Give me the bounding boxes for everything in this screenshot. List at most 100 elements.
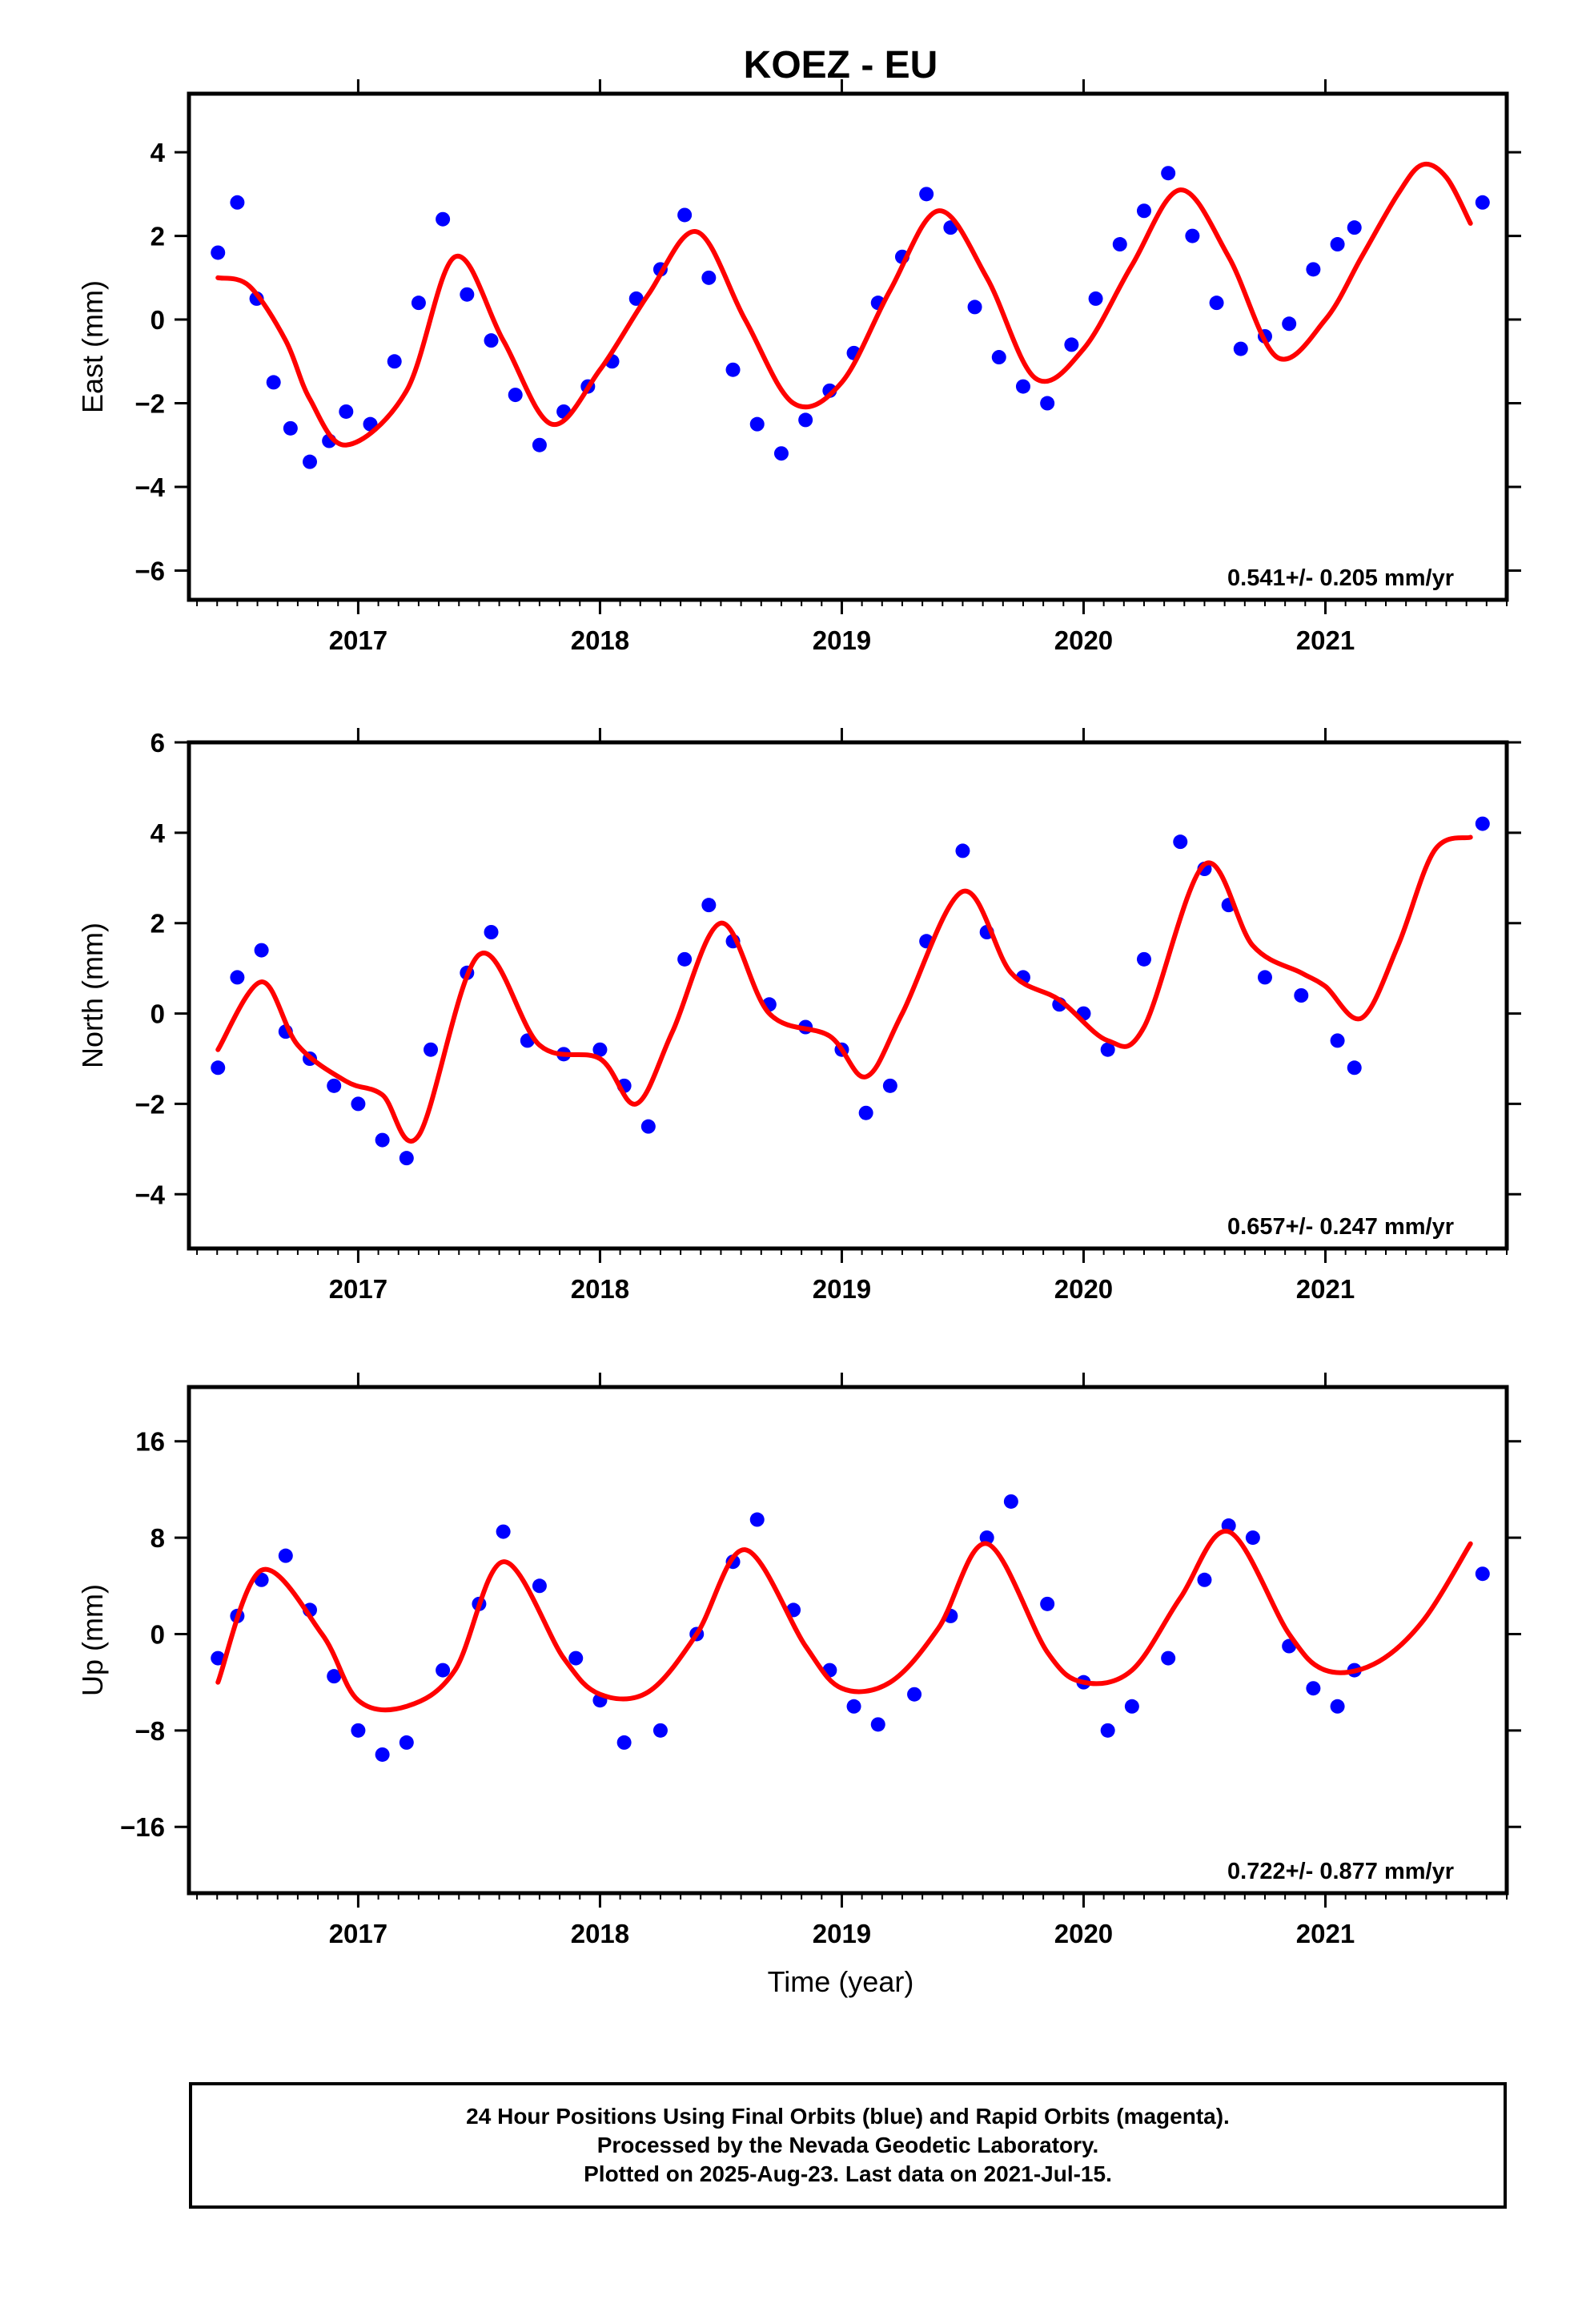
x-tick-label: 2020	[1054, 1919, 1113, 1948]
data-point	[592, 1042, 608, 1057]
data-point	[496, 1524, 511, 1539]
data-point	[351, 1723, 366, 1738]
data-point	[1173, 834, 1188, 850]
data-layer	[211, 161, 1490, 469]
data-point	[1124, 1699, 1139, 1714]
data-point	[1209, 296, 1224, 311]
data-point	[1003, 1494, 1018, 1509]
y-tick-label: −2	[135, 389, 165, 419]
data-point	[1475, 195, 1490, 210]
data-point	[1064, 337, 1079, 352]
x-tick-label: 2017	[329, 1274, 387, 1304]
x-tick-label: 2020	[1054, 1274, 1113, 1304]
x-tick-label: 2019	[813, 1274, 871, 1304]
x-tick-label: 2018	[571, 1274, 629, 1304]
data-point	[1330, 1699, 1345, 1714]
data-layer	[211, 816, 1490, 1166]
data-point	[1015, 379, 1030, 394]
data-point	[278, 1548, 293, 1563]
data-point	[375, 1747, 390, 1762]
data-point	[532, 437, 547, 452]
data-point	[870, 1717, 885, 1732]
data-point	[283, 420, 298, 436]
data-point	[628, 291, 644, 306]
data-point	[266, 375, 281, 390]
data-point	[211, 1651, 226, 1666]
y-tick-label: −6	[135, 556, 165, 585]
y-tick-label: 0	[151, 999, 165, 1029]
data-point	[798, 412, 813, 428]
data-point	[387, 354, 402, 369]
data-point	[955, 843, 970, 858]
x-tick-label: 2018	[571, 625, 629, 655]
data-point	[652, 1723, 668, 1738]
data-point	[677, 207, 693, 223]
data-point	[254, 943, 269, 958]
data-point	[568, 1651, 584, 1666]
data-point	[1294, 988, 1309, 1003]
y-tick-label: −8	[135, 1716, 165, 1746]
x-tick-label: 2021	[1296, 625, 1355, 655]
y-tick-label: 2	[151, 909, 165, 939]
x-tick-label: 2019	[813, 1919, 871, 1948]
data-point	[1347, 220, 1362, 235]
data-point	[749, 416, 765, 432]
data-point	[1306, 262, 1321, 277]
data-point	[907, 1687, 922, 1702]
data-point	[1100, 1723, 1115, 1738]
data-point	[773, 446, 789, 461]
data-point	[508, 388, 523, 403]
footer-line-plotted: Plotted on 2025-Aug-23. Last data on 202…	[584, 2161, 1112, 2186]
data-point	[211, 1060, 226, 1076]
data-point	[327, 1078, 342, 1093]
y-tick-label: −4	[135, 472, 165, 502]
data-point	[1197, 1572, 1212, 1587]
data-point	[460, 287, 475, 302]
data-point	[339, 404, 354, 419]
data-point	[327, 1669, 342, 1684]
data-point	[1112, 237, 1127, 252]
data-point	[230, 195, 245, 210]
velocity-annotation: 0.722+/- 0.877 mm/yr	[1227, 1859, 1454, 1884]
x-tick-label: 2017	[329, 625, 387, 655]
data-layer	[211, 1494, 1490, 1762]
plot-frame	[187, 91, 1509, 602]
fit-curve	[215, 834, 1473, 1144]
data-point	[1257, 970, 1272, 985]
data-point	[1185, 228, 1200, 243]
y-tick-label: −4	[135, 1180, 165, 1209]
data-point	[399, 1735, 414, 1750]
data-point	[1475, 1566, 1490, 1582]
data-point	[1233, 341, 1248, 356]
y-tick-label: 6	[151, 728, 165, 758]
data-point	[1100, 1042, 1115, 1057]
y-axis-label: East (mm)	[76, 280, 109, 413]
data-point	[484, 333, 499, 348]
velocity-annotation: 0.657+/- 0.247 mm/yr	[1227, 1214, 1454, 1240]
panel-east: 2017 2018 2019 2020 2021 −6 −4 −2 0 2 4 East (mm) 0.…	[76, 79, 1521, 655]
y-tick-label: −2	[135, 1089, 165, 1119]
data-point	[882, 1078, 897, 1093]
fit-curve	[215, 161, 1473, 448]
data-point	[399, 1151, 414, 1166]
data-point	[1136, 203, 1151, 219]
panel-up: 2017 2018 2019 2020 2021 −16 −8 0 8 16 Up (mm) 0.72…	[76, 1373, 1521, 1948]
data-point	[532, 1578, 547, 1594]
data-point	[725, 362, 741, 377]
data-point	[1475, 816, 1490, 831]
data-point	[1088, 291, 1103, 306]
data-point	[991, 350, 1006, 365]
data-point	[1161, 166, 1176, 181]
x-tick-label: 2021	[1296, 1919, 1355, 1948]
footer-line-processed: Processed by the Nevada Geodetic Laborat…	[596, 2133, 1099, 2157]
y-tick-label: 2	[151, 222, 165, 251]
data-point	[303, 454, 318, 469]
data-point	[411, 296, 426, 311]
chart-canvas: KOEZ - EU 2017 2018 2019 2020 2021−6−4−2024E…	[76, 44, 1521, 1998]
data-point	[1161, 1651, 1176, 1666]
data-point	[919, 187, 934, 202]
data-point	[967, 300, 982, 315]
y-axis-label: Up (mm)	[76, 1584, 109, 1696]
data-point	[677, 951, 693, 967]
y-tick-label: 16	[135, 1427, 165, 1457]
